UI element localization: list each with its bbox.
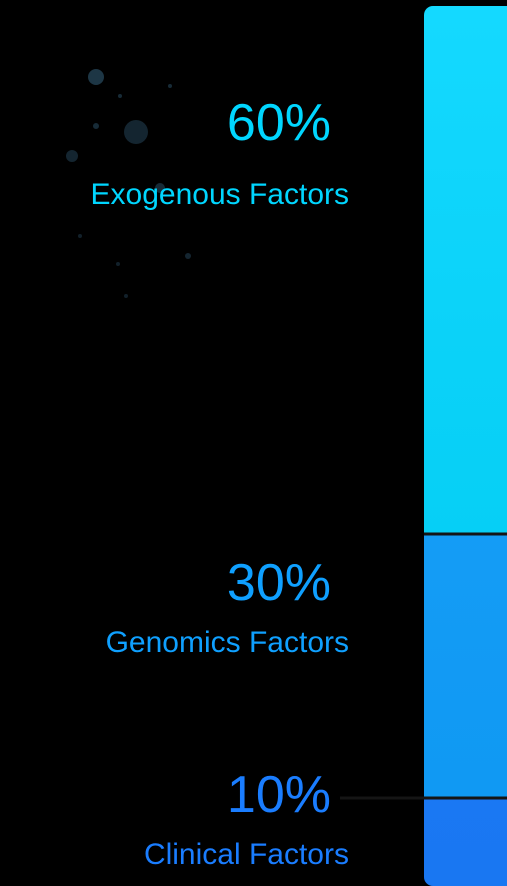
value-label: 10%	[227, 766, 331, 824]
stacked-bar	[424, 6, 507, 886]
segment-name: Exogenous Factors	[91, 178, 349, 211]
segment-name: Clinical Factors	[144, 838, 349, 871]
value-label: 60%	[227, 94, 331, 152]
segment-name: Genomics Factors	[106, 626, 349, 659]
decorative-dots	[66, 69, 191, 298]
value-label: 30%	[227, 554, 331, 612]
bar-sheen	[424, 6, 507, 886]
